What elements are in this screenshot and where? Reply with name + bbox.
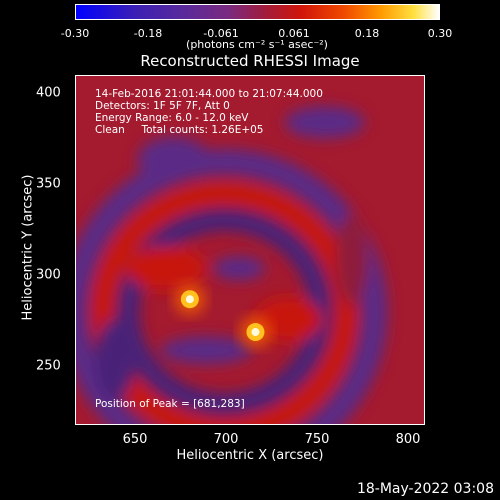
colorbar-tick: 0.18 [354,27,380,40]
y-tick-label: 250 [36,358,61,374]
colorbar-tick: 0.30 [427,27,453,40]
source-peak [251,328,260,337]
y-tick-label: 300 [36,267,61,283]
heatmap-plot [75,75,425,425]
colorbar [75,4,440,20]
x-tick-label: 650 [122,432,148,447]
y-tick-label: 350 [36,176,61,192]
negative-lobe [213,256,266,281]
source-peak [185,295,194,304]
sidelobe-ring [117,208,332,415]
colorbar-tick: -0.061 [203,27,239,40]
emission-region [336,213,369,306]
date-stamp: 18-May-2022 03:08 [356,481,494,497]
heatmap-emission [75,106,388,425]
x-tick-label: 700 [213,432,239,447]
peak-sources [173,283,272,349]
negative-lobe [95,319,136,400]
y-tick-label: 400 [36,85,61,101]
info-energy: Energy Range: 6.0 - 12.0 keV [95,112,249,124]
chart-title: Reconstructed RHESSI Image [140,52,360,70]
emission-region [126,246,207,291]
sidelobe-ring [92,184,357,425]
plot-frame [75,75,425,425]
negative-lobe [137,136,210,181]
info-peak: Position of Peak = [681,283] [95,398,245,410]
colorbar-unit: (photons cm⁻² s⁻¹ asec⁻²) [186,38,328,51]
colorbar-tick: -0.18 [133,27,163,40]
colorbar-tick: 0.061 [278,27,310,40]
info-clean: Clean Total counts: 1.26E+05 [95,124,264,136]
x-tick-label: 800 [395,432,421,447]
x-axis-label: Heliocentric X (arcsec) [176,448,324,463]
sidelobe-ring [75,149,388,425]
x-tick-label: 750 [304,432,330,447]
info-detectors: Detectors: 1F 5F 7F, Att 0 [95,100,230,112]
y-axis-label: Heliocentric Y (arcsec) [20,174,36,321]
negative-lobe [160,336,253,365]
colorbar-tick: -0.30 [60,27,90,40]
info-time: 14-Feb-2016 21:01:44.000 to 21:07:44.000 [95,88,323,100]
negative-lobe [284,106,365,139]
